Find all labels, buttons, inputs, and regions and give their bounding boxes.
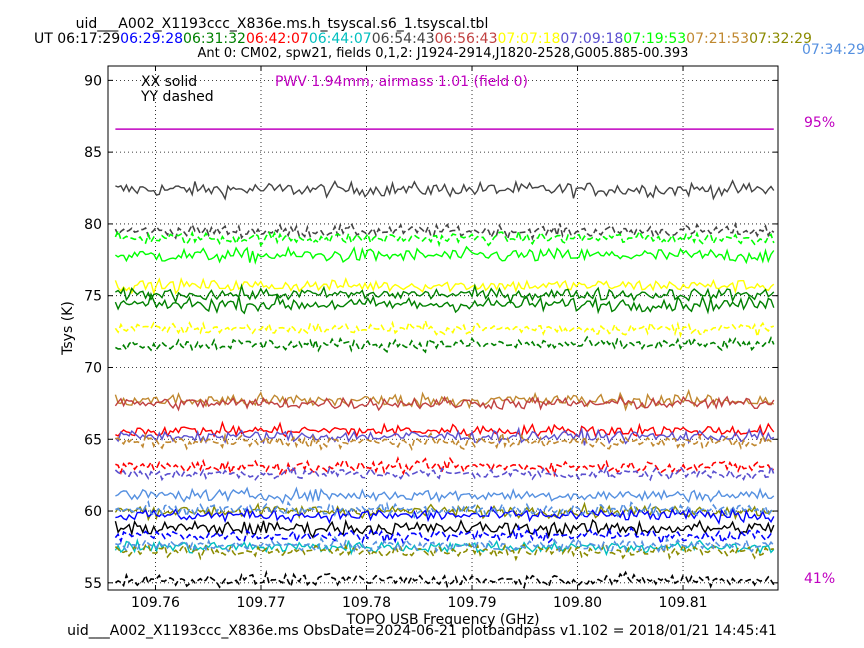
series-trace xyxy=(115,283,775,305)
series-trace xyxy=(114,395,775,412)
ut-time: 06:17:29 xyxy=(57,31,120,47)
x-tick-label: 109.80 xyxy=(553,595,602,611)
series-trace xyxy=(115,245,775,265)
series-trace xyxy=(115,430,775,452)
series-trace xyxy=(115,420,775,439)
legend-yy: YY dashed xyxy=(140,89,214,105)
ut-time: 07:32:29 xyxy=(749,31,812,47)
pwv-label: PWV 1.94mm, airmass 1.01 (field 0) xyxy=(275,74,528,90)
x-tick-label: 109.78 xyxy=(342,595,391,611)
ut-time: 07:19:53 xyxy=(623,31,686,47)
ut-prefix: UT xyxy=(34,31,53,47)
x-axis-ticks: 109.76 109.77 109.78 109.79 109.80 109.81 xyxy=(131,66,708,611)
transmission-max-label: 95% xyxy=(804,115,835,131)
series-trace xyxy=(115,500,775,519)
ut-time: 06:56:43 xyxy=(435,31,498,47)
ut-time: 07:21:53 xyxy=(686,31,749,47)
series-trace xyxy=(114,318,775,340)
y-tick-label: 70 xyxy=(84,360,102,376)
ut-time: 06:44:07 xyxy=(309,31,372,47)
y-tick-label: 65 xyxy=(84,432,102,448)
x-tick-label: 109.77 xyxy=(236,595,285,611)
series-trace xyxy=(114,537,775,557)
y-tick-label: 55 xyxy=(84,576,102,592)
ut-time: 07:07:18 xyxy=(498,31,561,47)
x-tick-label: 109.79 xyxy=(448,595,497,611)
window-title: uid___A002_X1193ccc_X836e.ms.h_tsyscal.s… xyxy=(76,16,489,32)
y-axis-label: Tsys (K) xyxy=(60,301,76,356)
legend-xx: XX solid xyxy=(141,74,197,90)
ut-time: 06:29:28 xyxy=(120,31,183,47)
ut-time: 06:54:43 xyxy=(372,31,435,47)
ut-time-overflow: 07:34:29 xyxy=(802,42,864,58)
series-trace xyxy=(114,541,774,562)
transmission-min-label: 41% xyxy=(804,571,835,587)
y-tick-label: 85 xyxy=(84,145,102,161)
series-trace xyxy=(115,486,775,505)
y-tick-label: 90 xyxy=(84,73,102,89)
footer-text: uid___A002_X1193ccc_X836e.ms ObsDate=202… xyxy=(67,623,777,639)
plot-subtitle: Ant 0: CM02, spw21, fields 0,1,2: J1924-… xyxy=(198,46,689,61)
series-trace xyxy=(114,291,775,315)
series-trace xyxy=(114,463,775,482)
series-trace xyxy=(115,505,775,526)
series-trace xyxy=(114,228,775,248)
x-tick-label: 109.81 xyxy=(659,595,708,611)
ut-time: 06:31:32 xyxy=(183,31,246,47)
series-trace xyxy=(114,426,775,446)
ut-times-line: UT 06:17:2906:29:2806:31:3206:42:0706:44… xyxy=(34,31,812,47)
x-tick-label: 109.76 xyxy=(131,595,180,611)
series-trace xyxy=(114,388,775,412)
y-tick-label: 75 xyxy=(84,289,102,305)
series-trace xyxy=(114,569,775,590)
grid-lines xyxy=(108,66,778,590)
series-trace xyxy=(114,276,775,296)
y-tick-label: 60 xyxy=(84,504,102,520)
x-axis-label: TOPO USB Frequency (GHz) xyxy=(345,612,539,628)
series-trace xyxy=(115,455,774,478)
y-tick-label: 80 xyxy=(84,217,102,233)
ut-time: 07:09:18 xyxy=(560,31,623,47)
ut-time: 06:42:07 xyxy=(246,31,309,47)
series-trace xyxy=(114,221,775,241)
series-trace xyxy=(115,179,775,201)
series-trace xyxy=(115,335,775,354)
series-trace xyxy=(114,518,775,539)
series-trace xyxy=(114,524,775,546)
y-axis-ticks: 55 60 65 70 75 80 85 90 xyxy=(84,73,778,592)
axes-frame xyxy=(107,65,779,591)
series-group xyxy=(114,179,775,590)
